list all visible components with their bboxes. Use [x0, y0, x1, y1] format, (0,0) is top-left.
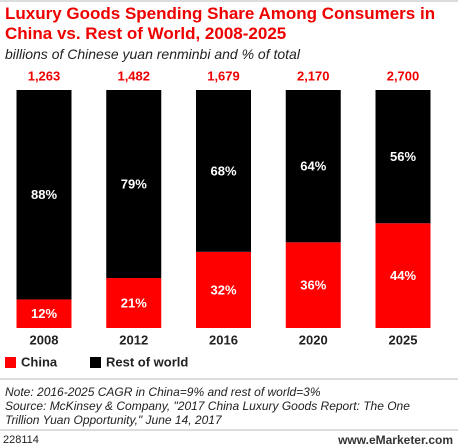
bar-segment: [16, 299, 72, 328]
total-label: 1,482: [117, 68, 150, 83]
value-label: 68%: [210, 163, 236, 178]
footer-brand: www.eMarketer.com: [338, 433, 453, 447]
notes: Note: 2016-2025 CAGR in China=9% and res…: [5, 385, 445, 427]
bar-segment: [375, 223, 431, 328]
x-tick-label: 2012: [119, 332, 148, 347]
legend-label: Rest of world: [106, 354, 188, 369]
value-label: 56%: [390, 149, 416, 164]
x-tick-label: 2025: [389, 332, 418, 347]
bar-segment: [375, 90, 431, 224]
total-label: 1,679: [207, 68, 240, 83]
total-label: 2,700: [387, 68, 420, 83]
value-label: 88%: [31, 187, 57, 202]
legend-label: China: [21, 354, 58, 369]
bar-segment: [285, 90, 341, 243]
value-label: 64%: [300, 159, 326, 174]
value-label: 12%: [31, 306, 57, 321]
total-label: 1,263: [28, 68, 61, 83]
chart-subtitle: billions of Chinese yuan renminbi and % …: [5, 46, 300, 62]
value-label: 36%: [300, 278, 326, 293]
bar-segment: [106, 278, 162, 328]
bar-segment: [285, 242, 341, 328]
footer-id: 228114: [3, 434, 39, 446]
source: Source: McKinsey & Company, "2017 China …: [5, 399, 410, 427]
chart-title: Luxury Goods Spending Share Among Consum…: [5, 4, 436, 43]
x-tick-label: 2016: [209, 332, 238, 347]
bar-segment: [106, 90, 162, 279]
bar-segment: [196, 251, 251, 328]
total-label: 2,170: [297, 68, 330, 83]
note: Note: 2016-2025 CAGR in China=9% and res…: [5, 385, 321, 399]
legend-swatch: [90, 357, 101, 368]
legend-swatch: [5, 357, 16, 368]
value-label: 32%: [210, 282, 236, 297]
x-tick-label: 2008: [30, 332, 59, 347]
bar-segment: [16, 90, 72, 300]
value-label: 79%: [121, 176, 147, 191]
x-tick-label: 2020: [299, 332, 328, 347]
value-label: 44%: [390, 268, 416, 283]
value-label: 21%: [121, 295, 147, 310]
bar-segment: [196, 90, 251, 252]
